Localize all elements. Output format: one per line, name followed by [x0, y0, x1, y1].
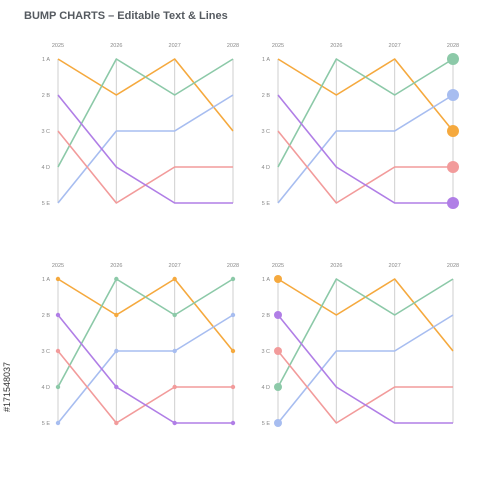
series-line: [277, 58, 454, 132]
series-marker: [230, 276, 236, 282]
series-line: [277, 314, 453, 424]
series-marker: [114, 312, 119, 318]
series-marker: [55, 312, 61, 318]
series-line: [57, 314, 234, 424]
series-line: [57, 130, 233, 204]
series-marker: [447, 197, 459, 209]
y-tick-label: 3 C: [41, 129, 50, 135]
series-line: [277, 58, 454, 168]
x-tick-label: 2028: [227, 263, 239, 269]
series-marker: [172, 384, 177, 390]
series-marker: [230, 312, 236, 318]
series-marker: [114, 348, 119, 354]
bump-chart-top-right: 2025 2026 2027 2028 1 A 2 B 3 C 4 D 5 E: [261, 43, 459, 209]
series-marker: [114, 384, 119, 390]
series-line: [57, 314, 233, 424]
y-tick-label: 1 A: [262, 277, 270, 283]
bump-chart-bottom-right: 2025 2026 2027 2028 1 A 2 B 3 C 4 D 5 E: [261, 263, 459, 427]
series-line: [57, 94, 234, 204]
y-tick-label: 3 C: [261, 129, 270, 135]
x-tick-label: 2026: [110, 263, 122, 269]
x-tick-label: 2026: [110, 43, 122, 49]
series-marker: [172, 312, 177, 318]
x-tick-label: 2025: [52, 263, 64, 269]
bump-chart-bottom-left: 2025 2026 2027 2028 1 A 2 B 3 C 4 D 5 E: [41, 263, 239, 427]
series-marker: [274, 275, 282, 283]
x-tick-label: 2028: [447, 263, 459, 269]
series-line: [57, 278, 234, 352]
x-tick-label: 2026: [330, 43, 342, 49]
series-line: [57, 58, 234, 132]
y-tick-label: 2 B: [262, 313, 271, 319]
x-tick-label: 2027: [169, 43, 181, 49]
x-tick-label: 2025: [52, 43, 64, 49]
series-marker: [447, 53, 459, 65]
x-tick-label: 2028: [227, 43, 239, 49]
series-line: [277, 350, 453, 424]
y-tick-label: 5 E: [262, 421, 271, 427]
series-marker: [172, 348, 177, 354]
y-tick-label: 4 D: [261, 165, 270, 171]
series-marker: [274, 347, 282, 355]
series-marker: [274, 419, 282, 427]
series-line: [57, 350, 233, 424]
y-tick-label: 3 C: [41, 349, 50, 355]
y-tick-label: 4 D: [41, 385, 50, 391]
y-tick-label: 5 E: [42, 201, 51, 207]
series-line: [277, 314, 454, 424]
series-marker: [55, 384, 61, 390]
series-marker: [230, 384, 236, 390]
y-tick-label: 4 D: [261, 385, 270, 391]
side-id-label: #171548037: [2, 361, 12, 412]
series-marker: [172, 276, 177, 282]
x-tick-label: 2027: [169, 263, 181, 269]
x-tick-label: 2025: [272, 263, 284, 269]
series-marker: [114, 276, 119, 282]
series-line: [277, 94, 454, 204]
series-marker: [447, 161, 459, 173]
y-tick-label: 2 B: [262, 93, 271, 99]
series-line: [57, 94, 233, 204]
x-tick-label: 2028: [447, 43, 459, 49]
series-line: [277, 94, 453, 204]
y-tick-label: 5 E: [42, 421, 51, 427]
series-marker: [55, 420, 61, 426]
series-marker: [447, 125, 459, 137]
y-tick-label: 2 B: [42, 313, 51, 319]
series-marker: [55, 276, 61, 282]
y-tick-label: 4 D: [41, 165, 50, 171]
series-line: [277, 278, 454, 388]
x-tick-label: 2025: [272, 43, 284, 49]
page-title: BUMP CHARTS – Editable Text & Lines: [24, 10, 228, 22]
series-line: [57, 58, 234, 168]
y-tick-label: 2 B: [42, 93, 51, 99]
series-marker: [274, 383, 282, 391]
bump-chart-top-left: 2025 2026 2027 2028 1 A 2 B 3 C 4 D 5 E: [41, 43, 239, 207]
series-line: [277, 278, 454, 352]
series-marker: [447, 89, 459, 101]
y-tick-label: 1 A: [42, 57, 50, 63]
y-tick-label: 1 A: [42, 277, 50, 283]
series-marker: [114, 420, 119, 426]
series-marker: [55, 348, 61, 354]
series-marker: [230, 348, 236, 354]
series-marker: [230, 420, 236, 426]
series-line: [277, 130, 453, 204]
series-line: [57, 278, 234, 388]
x-tick-label: 2027: [389, 263, 401, 269]
x-tick-label: 2027: [389, 43, 401, 49]
y-tick-label: 5 E: [262, 201, 271, 207]
y-tick-label: 3 C: [261, 349, 270, 355]
series-marker: [274, 311, 282, 319]
y-tick-label: 1 A: [262, 57, 270, 63]
series-marker: [172, 420, 177, 426]
x-tick-label: 2026: [330, 263, 342, 269]
